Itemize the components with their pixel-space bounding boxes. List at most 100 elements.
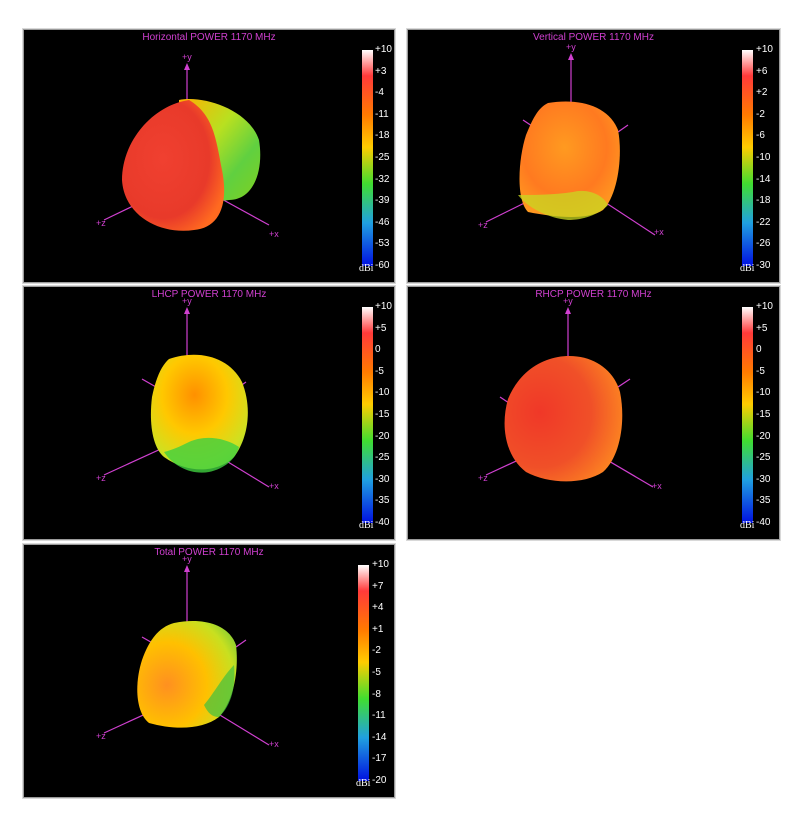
colorbar bbox=[358, 565, 369, 781]
axis-label-y: +y bbox=[182, 52, 192, 62]
tick-label: -46 bbox=[375, 216, 390, 228]
axis-label-y: +y bbox=[563, 296, 573, 306]
colorbar-ticks: +10 +5 0 -5 -10 -15 -20 -25 -30 -35 -40 bbox=[756, 302, 779, 528]
radiation-pattern-plot: +y +z +x bbox=[478, 42, 664, 237]
tick-label: +5 bbox=[375, 322, 387, 334]
tick-label: -22 bbox=[756, 216, 771, 228]
tick-label: -25 bbox=[756, 452, 771, 464]
axis-label-y: +y bbox=[182, 554, 192, 564]
axis-label-x: +x bbox=[269, 739, 279, 749]
tick-label: -20 bbox=[372, 775, 387, 786]
tick-label: +10 bbox=[756, 301, 773, 312]
arrow-y bbox=[565, 307, 571, 314]
axis-label-z: +z bbox=[96, 731, 106, 741]
tick-label: -35 bbox=[756, 495, 771, 507]
axis-label-x: +x bbox=[269, 481, 279, 491]
colorbar bbox=[742, 50, 753, 266]
tick-label: -2 bbox=[372, 645, 381, 657]
pattern-panel-total: Total POWER 1170 MHz +y +z +x +10 +7 +4 … bbox=[23, 544, 395, 798]
radiation-pattern-plot: +y +z +x bbox=[96, 52, 279, 239]
unit-label: dBi bbox=[356, 778, 371, 789]
panel-title: Horizontal POWER 1170 MHz bbox=[142, 32, 276, 43]
tick-label: -17 bbox=[372, 753, 387, 765]
colorbar bbox=[362, 50, 373, 266]
arrow-y bbox=[184, 565, 190, 572]
unit-label: dBi bbox=[359, 263, 374, 274]
tick-label: +5 bbox=[756, 322, 768, 334]
pattern-panel-rhcp: RHCP POWER 1170 MHz +y +z +x +10 +5 0 -5… bbox=[407, 286, 780, 540]
tick-label: -53 bbox=[375, 238, 390, 250]
axis-label-x: +x bbox=[652, 481, 662, 491]
tick-label: -18 bbox=[756, 195, 771, 207]
axis-label-z: +z bbox=[478, 220, 488, 230]
lobe-main bbox=[519, 101, 620, 217]
tick-label: +10 bbox=[372, 559, 389, 570]
tick-label: -25 bbox=[375, 452, 390, 464]
tick-label: -5 bbox=[375, 365, 384, 377]
panel-title: Vertical POWER 1170 MHz bbox=[533, 32, 654, 43]
arrow-y bbox=[184, 307, 190, 314]
pattern-panel-horizontal: Horizontal POWER 1170 MHz +y +z +x +10 +… bbox=[23, 29, 395, 283]
tick-label: -39 bbox=[375, 195, 390, 207]
tick-label: -15 bbox=[375, 409, 390, 420]
tick-label: -2 bbox=[756, 108, 765, 120]
colorbar-ticks: +10 +6 +2 -2 -6 -10 -14 -18 -22 -26 -30 bbox=[756, 45, 779, 271]
tick-label: -15 bbox=[756, 409, 771, 420]
tick-label: -60 bbox=[375, 260, 390, 271]
tick-label: -14 bbox=[756, 173, 771, 185]
tick-label: +6 bbox=[756, 65, 768, 77]
axis-label-z: +z bbox=[96, 218, 106, 228]
tick-label: -10 bbox=[375, 387, 390, 399]
tick-label: +1 bbox=[372, 623, 384, 635]
tick-label: -20 bbox=[375, 430, 390, 442]
colorbar-ticks: +10 +3 -4 -11 -18 -25 -32 -39 -46 -53 -6… bbox=[375, 45, 394, 271]
tick-label: +4 bbox=[372, 602, 384, 614]
panel-title: Total POWER 1170 MHz bbox=[154, 547, 264, 558]
tick-label: -14 bbox=[372, 731, 387, 743]
lobe-side bbox=[204, 665, 235, 717]
colorbar bbox=[362, 307, 373, 523]
axis-label-x: +x bbox=[654, 227, 664, 237]
tick-label: +7 bbox=[372, 580, 384, 592]
tick-label: -25 bbox=[375, 152, 390, 163]
colorbar-ticks: +10 +7 +4 +1 -2 -5 -8 -11 -14 -17 -20 bbox=[372, 560, 394, 786]
arrow-y bbox=[568, 53, 574, 60]
tick-label: -8 bbox=[372, 688, 381, 700]
tick-label: -20 bbox=[756, 430, 771, 442]
tick-label: -5 bbox=[756, 365, 765, 377]
radiation-pattern-plot: +y +z +x bbox=[478, 296, 662, 491]
tick-label: -40 bbox=[756, 517, 771, 528]
tick-label: -40 bbox=[375, 517, 390, 528]
tick-label: +10 bbox=[756, 44, 773, 55]
tick-label: 0 bbox=[375, 344, 381, 356]
lobe-underside bbox=[518, 190, 608, 220]
tick-label: -11 bbox=[375, 108, 389, 120]
tick-label: -26 bbox=[756, 238, 771, 250]
panel-title: LHCP POWER 1170 MHz bbox=[151, 289, 267, 300]
tick-label: -10 bbox=[756, 152, 771, 163]
unit-label: dBi bbox=[740, 520, 755, 531]
tick-label: -30 bbox=[375, 473, 390, 485]
tick-label: -5 bbox=[372, 667, 381, 678]
colorbar-ticks: +10 +5 0 -5 -10 -15 -20 -25 -30 -35 -40 bbox=[375, 302, 394, 528]
lobe-main bbox=[504, 356, 623, 482]
tick-label: -30 bbox=[756, 260, 771, 271]
pattern-panel-lhcp: LHCP POWER 1170 MHz +y +z +x +10 +5 0 -5… bbox=[23, 286, 395, 540]
tick-label: -18 bbox=[375, 130, 390, 142]
lobe-underside bbox=[164, 437, 239, 473]
tick-label: -11 bbox=[372, 710, 386, 722]
tick-label: +10 bbox=[375, 301, 392, 312]
axis-label-z: +z bbox=[478, 473, 488, 483]
tick-label: 0 bbox=[756, 344, 762, 356]
tick-label: -32 bbox=[375, 173, 390, 185]
tick-label: -35 bbox=[375, 495, 390, 507]
tick-label: +10 bbox=[375, 44, 392, 55]
axis-label-z: +z bbox=[96, 473, 106, 483]
tick-label: +2 bbox=[756, 87, 768, 99]
tick-label: -6 bbox=[756, 130, 765, 142]
pattern-panel-vertical: Vertical POWER 1170 MHz +y +z +x +10 +6 … bbox=[407, 29, 780, 283]
colorbar bbox=[742, 307, 753, 523]
arrow-y bbox=[184, 63, 190, 70]
tick-label: -4 bbox=[375, 87, 384, 99]
tick-label: -10 bbox=[756, 387, 771, 399]
